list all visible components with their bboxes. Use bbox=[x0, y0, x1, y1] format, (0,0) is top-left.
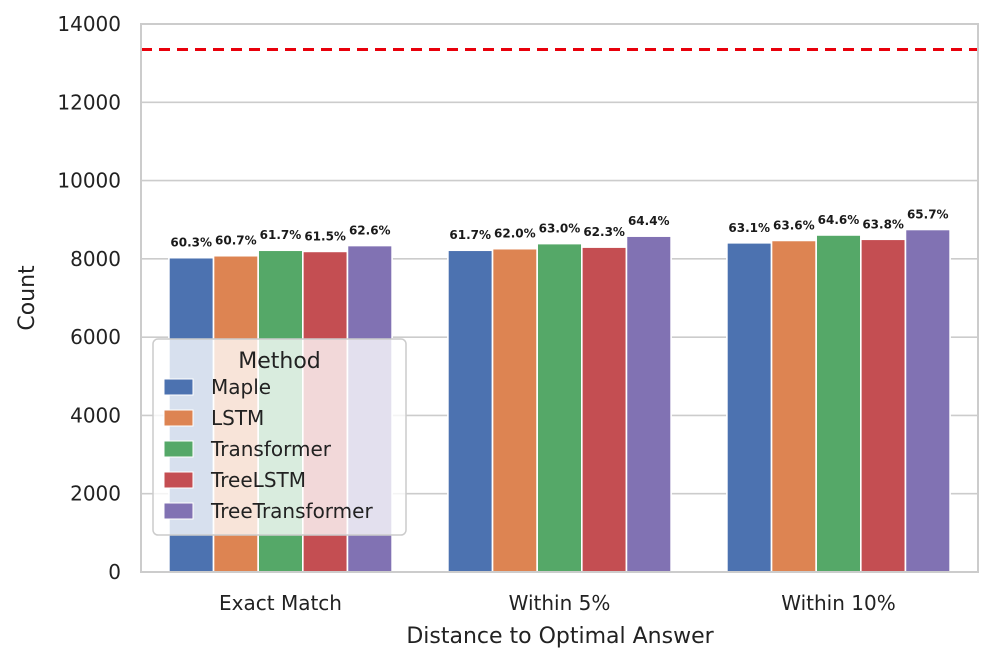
bar-value-label: 62.6% bbox=[349, 224, 391, 238]
legend-label: TreeTransformer bbox=[210, 499, 373, 523]
bar-transformer bbox=[536, 242, 583, 573]
legend-swatch bbox=[163, 471, 194, 489]
bar-value-label: 62.3% bbox=[583, 225, 625, 239]
bar-lstm bbox=[770, 239, 817, 573]
y-tick-label: 4000 bbox=[70, 403, 121, 427]
legend-label: Transformer bbox=[210, 437, 332, 461]
bar-treelstm bbox=[860, 238, 907, 573]
bar-value-label: 60.7% bbox=[215, 234, 257, 248]
y-tick-label: 12000 bbox=[57, 90, 121, 114]
legend-swatch bbox=[163, 502, 194, 520]
legend-title: Method bbox=[238, 349, 321, 374]
bar-value-label: 61.5% bbox=[304, 229, 346, 243]
legend-label: TreeLSTM bbox=[210, 468, 306, 492]
y-tick-label: 6000 bbox=[70, 325, 121, 349]
x-tick-label: Exact Match bbox=[219, 591, 342, 615]
y-axis-label: Count bbox=[15, 265, 40, 331]
bar-value-label: 60.3% bbox=[170, 236, 212, 250]
y-tick-label: 10000 bbox=[57, 169, 121, 193]
bar-value-label: 63.0% bbox=[539, 222, 581, 236]
legend-box bbox=[152, 338, 407, 536]
y-tick-label: 14000 bbox=[57, 12, 121, 36]
y-tick-label: 2000 bbox=[70, 482, 121, 506]
legend-swatch bbox=[163, 440, 194, 458]
x-tick-label: Within 10% bbox=[781, 591, 895, 615]
bar-value-label: 61.7% bbox=[449, 228, 491, 242]
bar-value-label: 65.7% bbox=[907, 208, 949, 222]
bar-value-label: 64.6% bbox=[818, 213, 860, 227]
bar-value-label: 63.1% bbox=[728, 221, 770, 235]
bar-treetransformer bbox=[625, 235, 672, 573]
y-tick-label: 8000 bbox=[70, 247, 121, 271]
x-axis-label: Distance to Optimal Answer bbox=[406, 624, 714, 649]
bar-maple bbox=[447, 249, 494, 573]
legend-swatch bbox=[163, 409, 194, 427]
bar-transformer bbox=[815, 234, 862, 573]
bar-maple bbox=[726, 242, 773, 573]
bar-value-label: 62.0% bbox=[494, 227, 536, 241]
bar-value-label: 61.7% bbox=[260, 228, 302, 242]
bar-value-label: 63.6% bbox=[773, 218, 815, 232]
bar-value-label: 63.8% bbox=[862, 217, 904, 231]
x-tick-label: Within 5% bbox=[509, 591, 611, 615]
plot-frame bbox=[140, 23, 979, 573]
bar-lstm bbox=[491, 247, 538, 573]
bar-treelstm bbox=[581, 246, 628, 573]
y-tick-labels: 0 2000 4000 6000 8000 10000 12000 14000 bbox=[57, 12, 121, 584]
legend-label: LSTM bbox=[211, 406, 264, 430]
bar-treetransformer bbox=[904, 228, 951, 573]
legend-swatch bbox=[163, 378, 194, 396]
y-tick-label: 0 bbox=[108, 560, 121, 584]
x-tick-labels: Exact Match Within 5% Within 10% bbox=[219, 591, 896, 615]
bar-value-label: 64.4% bbox=[628, 214, 670, 228]
plot-border bbox=[140, 23, 979, 573]
legend-label: Maple bbox=[211, 375, 271, 399]
